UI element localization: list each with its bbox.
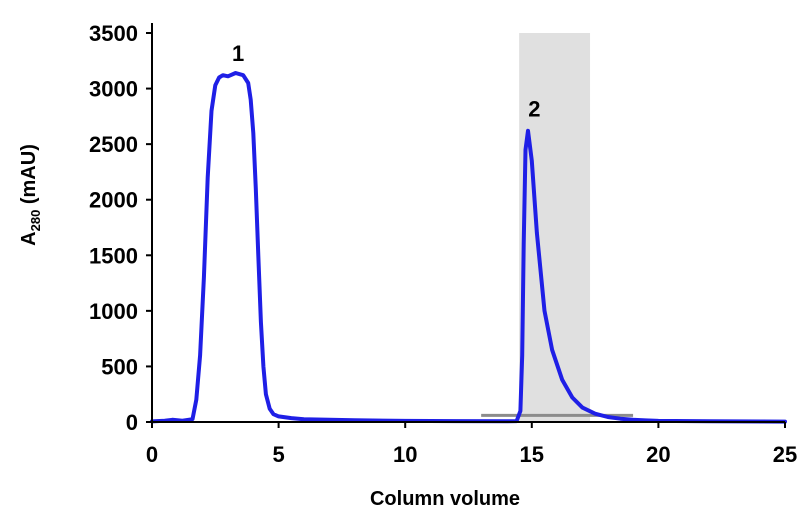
y-tick-label: 2000 (89, 188, 138, 213)
x-tick-label: 20 (646, 442, 670, 467)
y-axis-title-sub: 280 (28, 210, 43, 232)
series-line-0 (150, 71, 787, 424)
highlight-bands (519, 33, 591, 422)
y-tick-label: 1500 (89, 243, 138, 268)
highlight-band-0 (519, 33, 591, 422)
y-tick-label: 0 (126, 410, 138, 435)
y-axis-title-main: A (18, 231, 40, 245)
y-tick-label: 2500 (89, 132, 138, 157)
series-lines (150, 71, 787, 424)
axes (146, 23, 786, 428)
x-tick-label: 5 (272, 442, 284, 467)
y-axis-title-suffix: (mAU) (18, 144, 40, 210)
y-tick-label: 500 (101, 354, 138, 379)
peak-label-1: 1 (232, 41, 244, 66)
x-axis-title: Column volume (370, 488, 520, 510)
y-tick-label: 3500 (89, 21, 138, 46)
peak-label-2: 2 (528, 96, 540, 121)
y-tick-label: 1000 (89, 299, 138, 324)
tick-labels: 0 500 1000 1500 2000 2500 3000 3500 0 5 10 15 20 25 (89, 21, 797, 467)
x-tick-label: 10 (393, 442, 417, 467)
x-tick-label: 25 (773, 442, 797, 467)
x-tick-label: 0 (146, 442, 158, 467)
annotations: 12 (232, 41, 540, 122)
y-axis-title: A280 (mAU) (18, 144, 43, 246)
y-tick-label: 3000 (89, 77, 138, 102)
x-tick-label: 15 (520, 442, 544, 467)
